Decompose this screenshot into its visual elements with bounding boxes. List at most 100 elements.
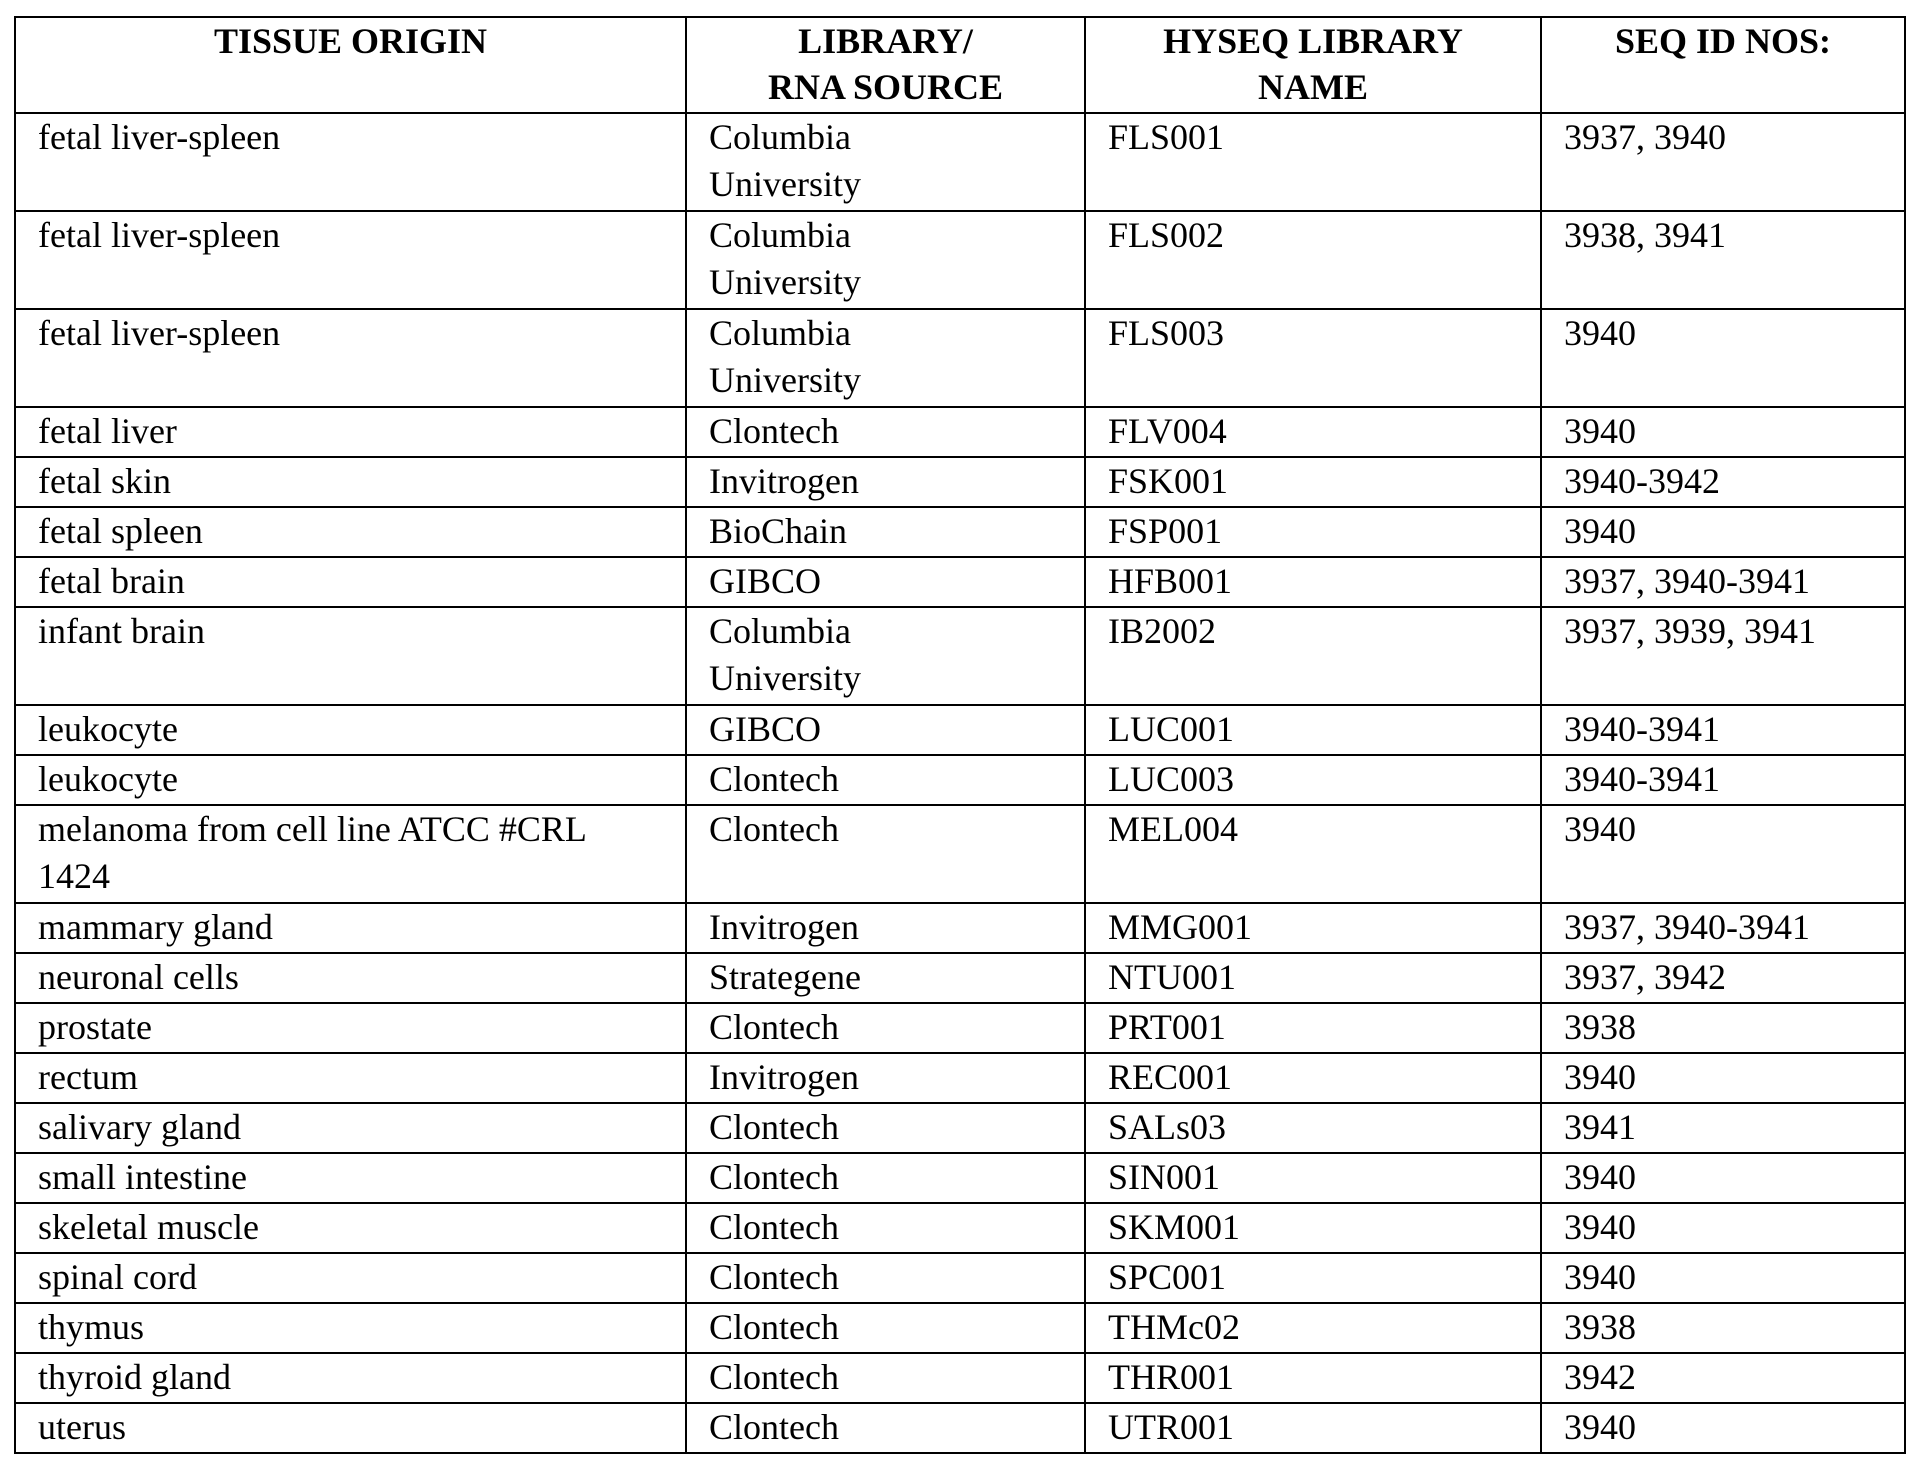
- seq-id-cell: 3940: [1541, 1403, 1905, 1453]
- tissue-origin-cell: small intestine: [15, 1153, 686, 1203]
- seq-id-cell: 3937, 3942: [1541, 953, 1905, 1003]
- rna-source-cell: Columbia University: [686, 211, 1085, 309]
- library-name-cell: FSK001: [1085, 457, 1541, 507]
- rna-source-cell: Clontech: [686, 1403, 1085, 1453]
- tissue-origin-cell: fetal brain: [15, 557, 686, 607]
- table-row: fetal skinInvitrogenFSK0013940-3942: [15, 457, 1905, 507]
- rna-source-cell: Invitrogen: [686, 457, 1085, 507]
- library-name-cell: REC001: [1085, 1053, 1541, 1103]
- table-row: thyroid glandClontechTHR0013942: [15, 1353, 1905, 1403]
- table-row: fetal liver-spleenColumbia UniversityFLS…: [15, 211, 1905, 309]
- tissue-origin-cell: fetal liver-spleen: [15, 113, 686, 211]
- tissue-origin-cell: fetal liver-spleen: [15, 211, 686, 309]
- tissue-origin-cell: infant brain: [15, 607, 686, 705]
- library-name-cell: MEL004: [1085, 805, 1541, 903]
- rna-source-cell: Clontech: [686, 1303, 1085, 1353]
- rna-source-cell: Clontech: [686, 407, 1085, 457]
- rna-source-cell: Clontech: [686, 1103, 1085, 1153]
- library-name-cell: PRT001: [1085, 1003, 1541, 1053]
- rna-source-cell: Clontech: [686, 1203, 1085, 1253]
- tissue-origin-cell: fetal skin: [15, 457, 686, 507]
- rna-source-cell: Strategene: [686, 953, 1085, 1003]
- table-row: skeletal muscleClontechSKM0013940: [15, 1203, 1905, 1253]
- seq-id-cell: 3940: [1541, 309, 1905, 407]
- table-row: spinal cordClontechSPC0013940: [15, 1253, 1905, 1303]
- library-name-cell: THMc02: [1085, 1303, 1541, 1353]
- library-name-cell: FLV004: [1085, 407, 1541, 457]
- library-name-cell: MMG001: [1085, 903, 1541, 953]
- table-row: mammary glandInvitrogenMMG0013937, 3940-…: [15, 903, 1905, 953]
- library-name-cell: LUC001: [1085, 705, 1541, 755]
- library-table: TISSUE ORIGIN LIBRARY/ RNA SOURCE HYSEQ …: [14, 16, 1906, 1454]
- library-name-cell: FLS002: [1085, 211, 1541, 309]
- rna-source-cell: Clontech: [686, 755, 1085, 805]
- seq-id-cell: 3940: [1541, 1253, 1905, 1303]
- rna-source-cell: Invitrogen: [686, 1053, 1085, 1103]
- rna-source-cell: Clontech: [686, 805, 1085, 903]
- seq-id-cell: 3938: [1541, 1303, 1905, 1353]
- library-name-cell: UTR001: [1085, 1403, 1541, 1453]
- tissue-origin-cell: thyroid gland: [15, 1353, 686, 1403]
- header-hyseq-library-name: HYSEQ LIBRARY NAME: [1085, 17, 1541, 113]
- rna-source-cell: GIBCO: [686, 557, 1085, 607]
- seq-id-cell: 3938: [1541, 1003, 1905, 1053]
- tissue-origin-cell: fetal liver: [15, 407, 686, 457]
- tissue-origin-cell: prostate: [15, 1003, 686, 1053]
- library-name-cell: SIN001: [1085, 1153, 1541, 1203]
- library-name-cell: SPC001: [1085, 1253, 1541, 1303]
- seq-id-cell: 3941: [1541, 1103, 1905, 1153]
- seq-id-cell: 3940: [1541, 805, 1905, 903]
- seq-id-cell: 3937, 3940-3941: [1541, 903, 1905, 953]
- rna-source-cell: Columbia University: [686, 607, 1085, 705]
- library-name-cell: SKM001: [1085, 1203, 1541, 1253]
- rna-source-cell: Invitrogen: [686, 903, 1085, 953]
- tissue-origin-cell: neuronal cells: [15, 953, 686, 1003]
- seq-id-cell: 3940: [1541, 407, 1905, 457]
- library-name-cell: HFB001: [1085, 557, 1541, 607]
- tissue-origin-cell: rectum: [15, 1053, 686, 1103]
- library-name-cell: LUC003: [1085, 755, 1541, 805]
- rna-source-cell: Clontech: [686, 1153, 1085, 1203]
- table-row: uterusClontechUTR0013940: [15, 1403, 1905, 1453]
- table-row: fetal liver-spleenColumbia UniversityFLS…: [15, 309, 1905, 407]
- rna-source-cell: GIBCO: [686, 705, 1085, 755]
- tissue-origin-cell: fetal spleen: [15, 507, 686, 557]
- table-row: infant brainColumbia UniversityIB2002393…: [15, 607, 1905, 705]
- table-row: small intestineClontechSIN0013940: [15, 1153, 1905, 1203]
- library-name-cell: NTU001: [1085, 953, 1541, 1003]
- table-row: leukocyteGIBCOLUC0013940-3941: [15, 705, 1905, 755]
- seq-id-cell: 3940: [1541, 1053, 1905, 1103]
- table-row: prostateClontechPRT0013938: [15, 1003, 1905, 1053]
- seq-id-cell: 3942: [1541, 1353, 1905, 1403]
- tissue-origin-cell: melanoma from cell line ATCC #CRL 1424: [15, 805, 686, 903]
- seq-id-cell: 3940-3941: [1541, 755, 1905, 805]
- table-row: fetal spleenBioChainFSP0013940: [15, 507, 1905, 557]
- seq-id-cell: 3937, 3940-3941: [1541, 557, 1905, 607]
- table-row: fetal brainGIBCOHFB0013937, 3940-3941: [15, 557, 1905, 607]
- table-row: leukocyteClontechLUC0033940-3941: [15, 755, 1905, 805]
- rna-source-cell: Columbia University: [686, 309, 1085, 407]
- tissue-origin-cell: salivary gland: [15, 1103, 686, 1153]
- library-name-cell: FLS003: [1085, 309, 1541, 407]
- rna-source-cell: Clontech: [686, 1253, 1085, 1303]
- tissue-origin-cell: uterus: [15, 1403, 686, 1453]
- seq-id-cell: 3937, 3939, 3941: [1541, 607, 1905, 705]
- header-seq-id-nos: SEQ ID NOS:: [1541, 17, 1905, 113]
- header-tissue-origin: TISSUE ORIGIN: [15, 17, 686, 113]
- tissue-origin-cell: leukocyte: [15, 705, 686, 755]
- rna-source-cell: Clontech: [686, 1353, 1085, 1403]
- header-row: TISSUE ORIGIN LIBRARY/ RNA SOURCE HYSEQ …: [15, 17, 1905, 113]
- seq-id-cell: 3940: [1541, 507, 1905, 557]
- seq-id-cell: 3940: [1541, 1203, 1905, 1253]
- header-library-rna-source: LIBRARY/ RNA SOURCE: [686, 17, 1085, 113]
- seq-id-cell: 3940-3941: [1541, 705, 1905, 755]
- tissue-origin-cell: fetal liver-spleen: [15, 309, 686, 407]
- tissue-origin-cell: spinal cord: [15, 1253, 686, 1303]
- table-row: neuronal cellsStrategeneNTU0013937, 3942: [15, 953, 1905, 1003]
- rna-source-cell: Columbia University: [686, 113, 1085, 211]
- library-name-cell: THR001: [1085, 1353, 1541, 1403]
- library-name-cell: IB2002: [1085, 607, 1541, 705]
- library-name-cell: FLS001: [1085, 113, 1541, 211]
- seq-id-cell: 3940: [1541, 1153, 1905, 1203]
- tissue-origin-cell: leukocyte: [15, 755, 686, 805]
